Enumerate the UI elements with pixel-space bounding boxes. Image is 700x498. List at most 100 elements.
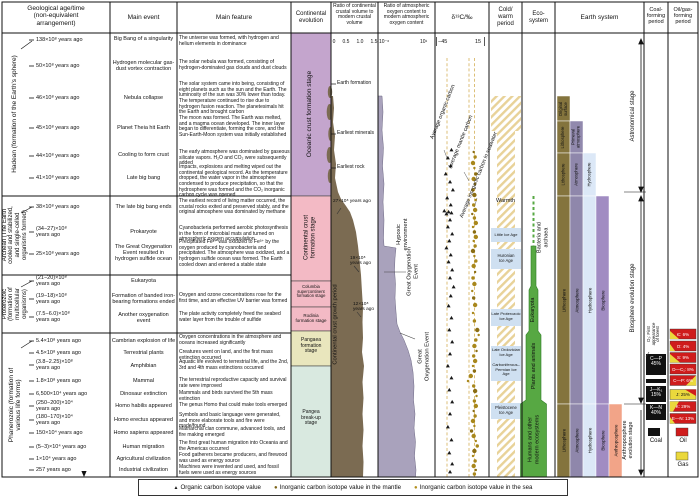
eco-plants-animals: Plants and animals bbox=[530, 342, 537, 390]
goe-label-2: Great Oxygenation Event bbox=[417, 331, 430, 381]
time-ticks bbox=[29, 39, 34, 471]
event-1: Big Bang of a singularity bbox=[113, 36, 174, 42]
time-10: (21−20)×10⁸ years ago bbox=[36, 275, 67, 288]
coal-box-jk: J—K₁ 15% bbox=[649, 386, 663, 399]
era-phanerozoic: Phanerozoic (formation of various life f… bbox=[7, 367, 22, 443]
coal-forest-note: D₂: First appearance of forest bbox=[645, 322, 661, 346]
time-19: (180−170)×10⁴ years ago bbox=[36, 414, 73, 427]
milestone-earliest-minerals: Earliest minerals bbox=[337, 130, 374, 136]
oil-box-devonian: D—C₁: 8% bbox=[672, 366, 694, 372]
event-6: Late big bang bbox=[126, 175, 161, 181]
header-geological-age: Geological age/time (non-equivalent arra… bbox=[27, 5, 85, 27]
growth-mark-12: 12×10⁸ years ago bbox=[353, 302, 375, 313]
time-17: 6,500×10⁴ years ago bbox=[36, 391, 88, 397]
time-5: 44×10⁸ years ago bbox=[36, 153, 80, 159]
figure-legend: ▲ Organic carbon isotope value ● Inorgan… bbox=[138, 479, 568, 496]
time-18: (250−200)×10⁴ years ago bbox=[36, 400, 73, 413]
triangle-marker-icon: ▲ bbox=[173, 484, 179, 491]
es-r5-anthroposphere: Anthroposphere bbox=[612, 424, 618, 457]
gas-legend-label: Gas bbox=[677, 461, 689, 468]
milestone-ticks bbox=[331, 83, 336, 169]
oil-legend-label: Oil bbox=[679, 437, 687, 444]
time-7: 38×10⁸ years ago bbox=[36, 204, 80, 210]
feature-21: The first great human migration into Oce… bbox=[179, 440, 288, 452]
coal-box-kn: K—N 40% bbox=[650, 404, 662, 417]
time-23: 257 years ago bbox=[36, 467, 71, 473]
stage-pangaea-formation: Pangaea formation stage bbox=[300, 337, 322, 355]
feature-15: Aquatic life evolved to terrestrial life… bbox=[179, 359, 289, 371]
era-hadean: Hadean (formation of the Earth's sphere) bbox=[11, 55, 19, 173]
coal-period-boxes bbox=[645, 351, 666, 436]
header-earth-system: Earth system bbox=[580, 14, 619, 21]
event-17: Dinosaur extinction bbox=[120, 391, 167, 397]
eco-humans-modern: Humans and other modern ecosystems bbox=[527, 414, 540, 464]
header-cold-warm: Cold/ warm period bbox=[497, 7, 514, 27]
es-r2-lithosphere: Lithosphere bbox=[560, 126, 566, 148]
stage-pangea-breakup: Pangea break-up stage bbox=[301, 409, 321, 427]
header-oilgas-period: Oil/gas- forming period bbox=[673, 7, 693, 26]
feature-11: Oxygen and ozone concentrations rose for… bbox=[179, 292, 288, 304]
es-r3-hydrosphere: Hydrosphere bbox=[586, 162, 592, 187]
stage-anthroposphere-evolution: Anthroposphere evolution stage bbox=[621, 420, 634, 460]
eco-eukaryota: Eukaryota bbox=[529, 297, 536, 323]
milestone-earliest-rock: Earliest rock bbox=[337, 164, 365, 170]
feature-18: The genus Homo that could make tools eme… bbox=[179, 402, 288, 408]
es-r3-atmosphere: Atmosphere bbox=[573, 163, 579, 186]
coal-legend-label: Coal bbox=[649, 437, 663, 444]
feature-16: The terrestrial reproductive capacity an… bbox=[179, 377, 287, 389]
legend-organic: ▲ Organic carbon isotope value bbox=[174, 484, 261, 491]
time-12: (7.5−6.0)×10⁸ years ago bbox=[36, 311, 70, 324]
es-r5-hydrosphere: Hydrosphere bbox=[586, 427, 592, 454]
growth-mark-19: 19×10⁸ years ago bbox=[350, 256, 372, 267]
stage-astronomical: Astronomical stage bbox=[629, 90, 636, 142]
legend-organic-label: Organic carbon isotope value bbox=[180, 484, 261, 491]
crustal-scale-10: 1.0 bbox=[356, 39, 364, 45]
es-original-surface: Original surface bbox=[557, 101, 568, 116]
es-r5-lithosphere: Lithosphere bbox=[560, 428, 566, 453]
era-leader-lines bbox=[20, 40, 33, 349]
oil-box-paleogene-neogene: E—N: 13% bbox=[671, 416, 695, 421]
event-15: Amphibian bbox=[130, 363, 157, 369]
event-18: Homo habilis appeared bbox=[115, 403, 172, 409]
gas-box-jurassic: J: 25% bbox=[676, 392, 690, 397]
event-22: Agricultural civilization bbox=[116, 456, 171, 462]
stage-rodinia: Rodinia formation stage bbox=[295, 313, 327, 324]
time-9: 25×10⁸ years ago bbox=[36, 251, 80, 257]
growth-mark-27: 27×10⁸ years ago bbox=[333, 199, 371, 204]
ice-age-pleistocene: Pleistocene Ice Age bbox=[495, 405, 517, 415]
es-r4-biosphere: Biosphere bbox=[599, 289, 605, 311]
era-archean: Archean (The Earth cooled and stabilized… bbox=[1, 206, 28, 264]
coal-box-cp: C—P 45% bbox=[650, 355, 662, 368]
event-23: Industrial civilization bbox=[119, 467, 168, 473]
feature-7: The earliest record of living matter occ… bbox=[179, 198, 289, 216]
oil-box-ordovician: O: 4% bbox=[676, 343, 690, 349]
feature-14: Creatures went on land, and the first ma… bbox=[179, 349, 273, 361]
feature-23: Machines were invented and used, and fos… bbox=[179, 464, 279, 476]
crustal-volume-curve bbox=[331, 96, 364, 477]
time-16: 1.8×10⁸ years ago bbox=[36, 378, 81, 384]
oil-box-carboniferous: C—P: 6% bbox=[673, 378, 693, 383]
stage-oceanic-crust: Oceanic crust formation stage bbox=[306, 70, 314, 158]
event-12: Another oxygenation event bbox=[118, 312, 169, 325]
header-oxygen-ratio: Ratio of atmospheric oxygen content to m… bbox=[383, 3, 430, 26]
es-r4-lithosphere: Lithosphere bbox=[560, 288, 566, 312]
goe-tick-lines bbox=[384, 271, 416, 340]
time-3: 46×10⁸ years ago bbox=[36, 95, 80, 101]
ice-age-bands bbox=[491, 228, 521, 419]
ice-age-late-proterozoic: Late Proterozoic Ice Age bbox=[491, 311, 521, 321]
time-8: (34−27)×10⁸ years ago bbox=[36, 226, 67, 239]
time-2: 50×10⁸ years ago bbox=[36, 63, 80, 69]
era-proterozoic: Proterozoic (formation of multicellular … bbox=[1, 287, 28, 321]
time-axis-arrow bbox=[81, 471, 87, 477]
event-14: Terrestrial plants bbox=[123, 350, 164, 356]
time-14: 4.5×10⁸ years ago bbox=[36, 350, 81, 356]
feature-1: The universe was formed, with hydrogen a… bbox=[179, 35, 279, 47]
time-22: 1×10⁴ years ago bbox=[36, 456, 77, 462]
time-1: 138×10⁸ years ago bbox=[36, 37, 83, 43]
oil-box-silurian: S: 9% bbox=[676, 355, 689, 360]
header-ecosystem: Eco- system bbox=[528, 11, 548, 24]
header-crustal-ratio: Ratio of continental crustal volume to m… bbox=[333, 3, 376, 26]
goe-label-1: Great Oxygenation Event bbox=[406, 246, 419, 296]
feature-4: The moon was formed. The Earth was melte… bbox=[179, 115, 287, 138]
